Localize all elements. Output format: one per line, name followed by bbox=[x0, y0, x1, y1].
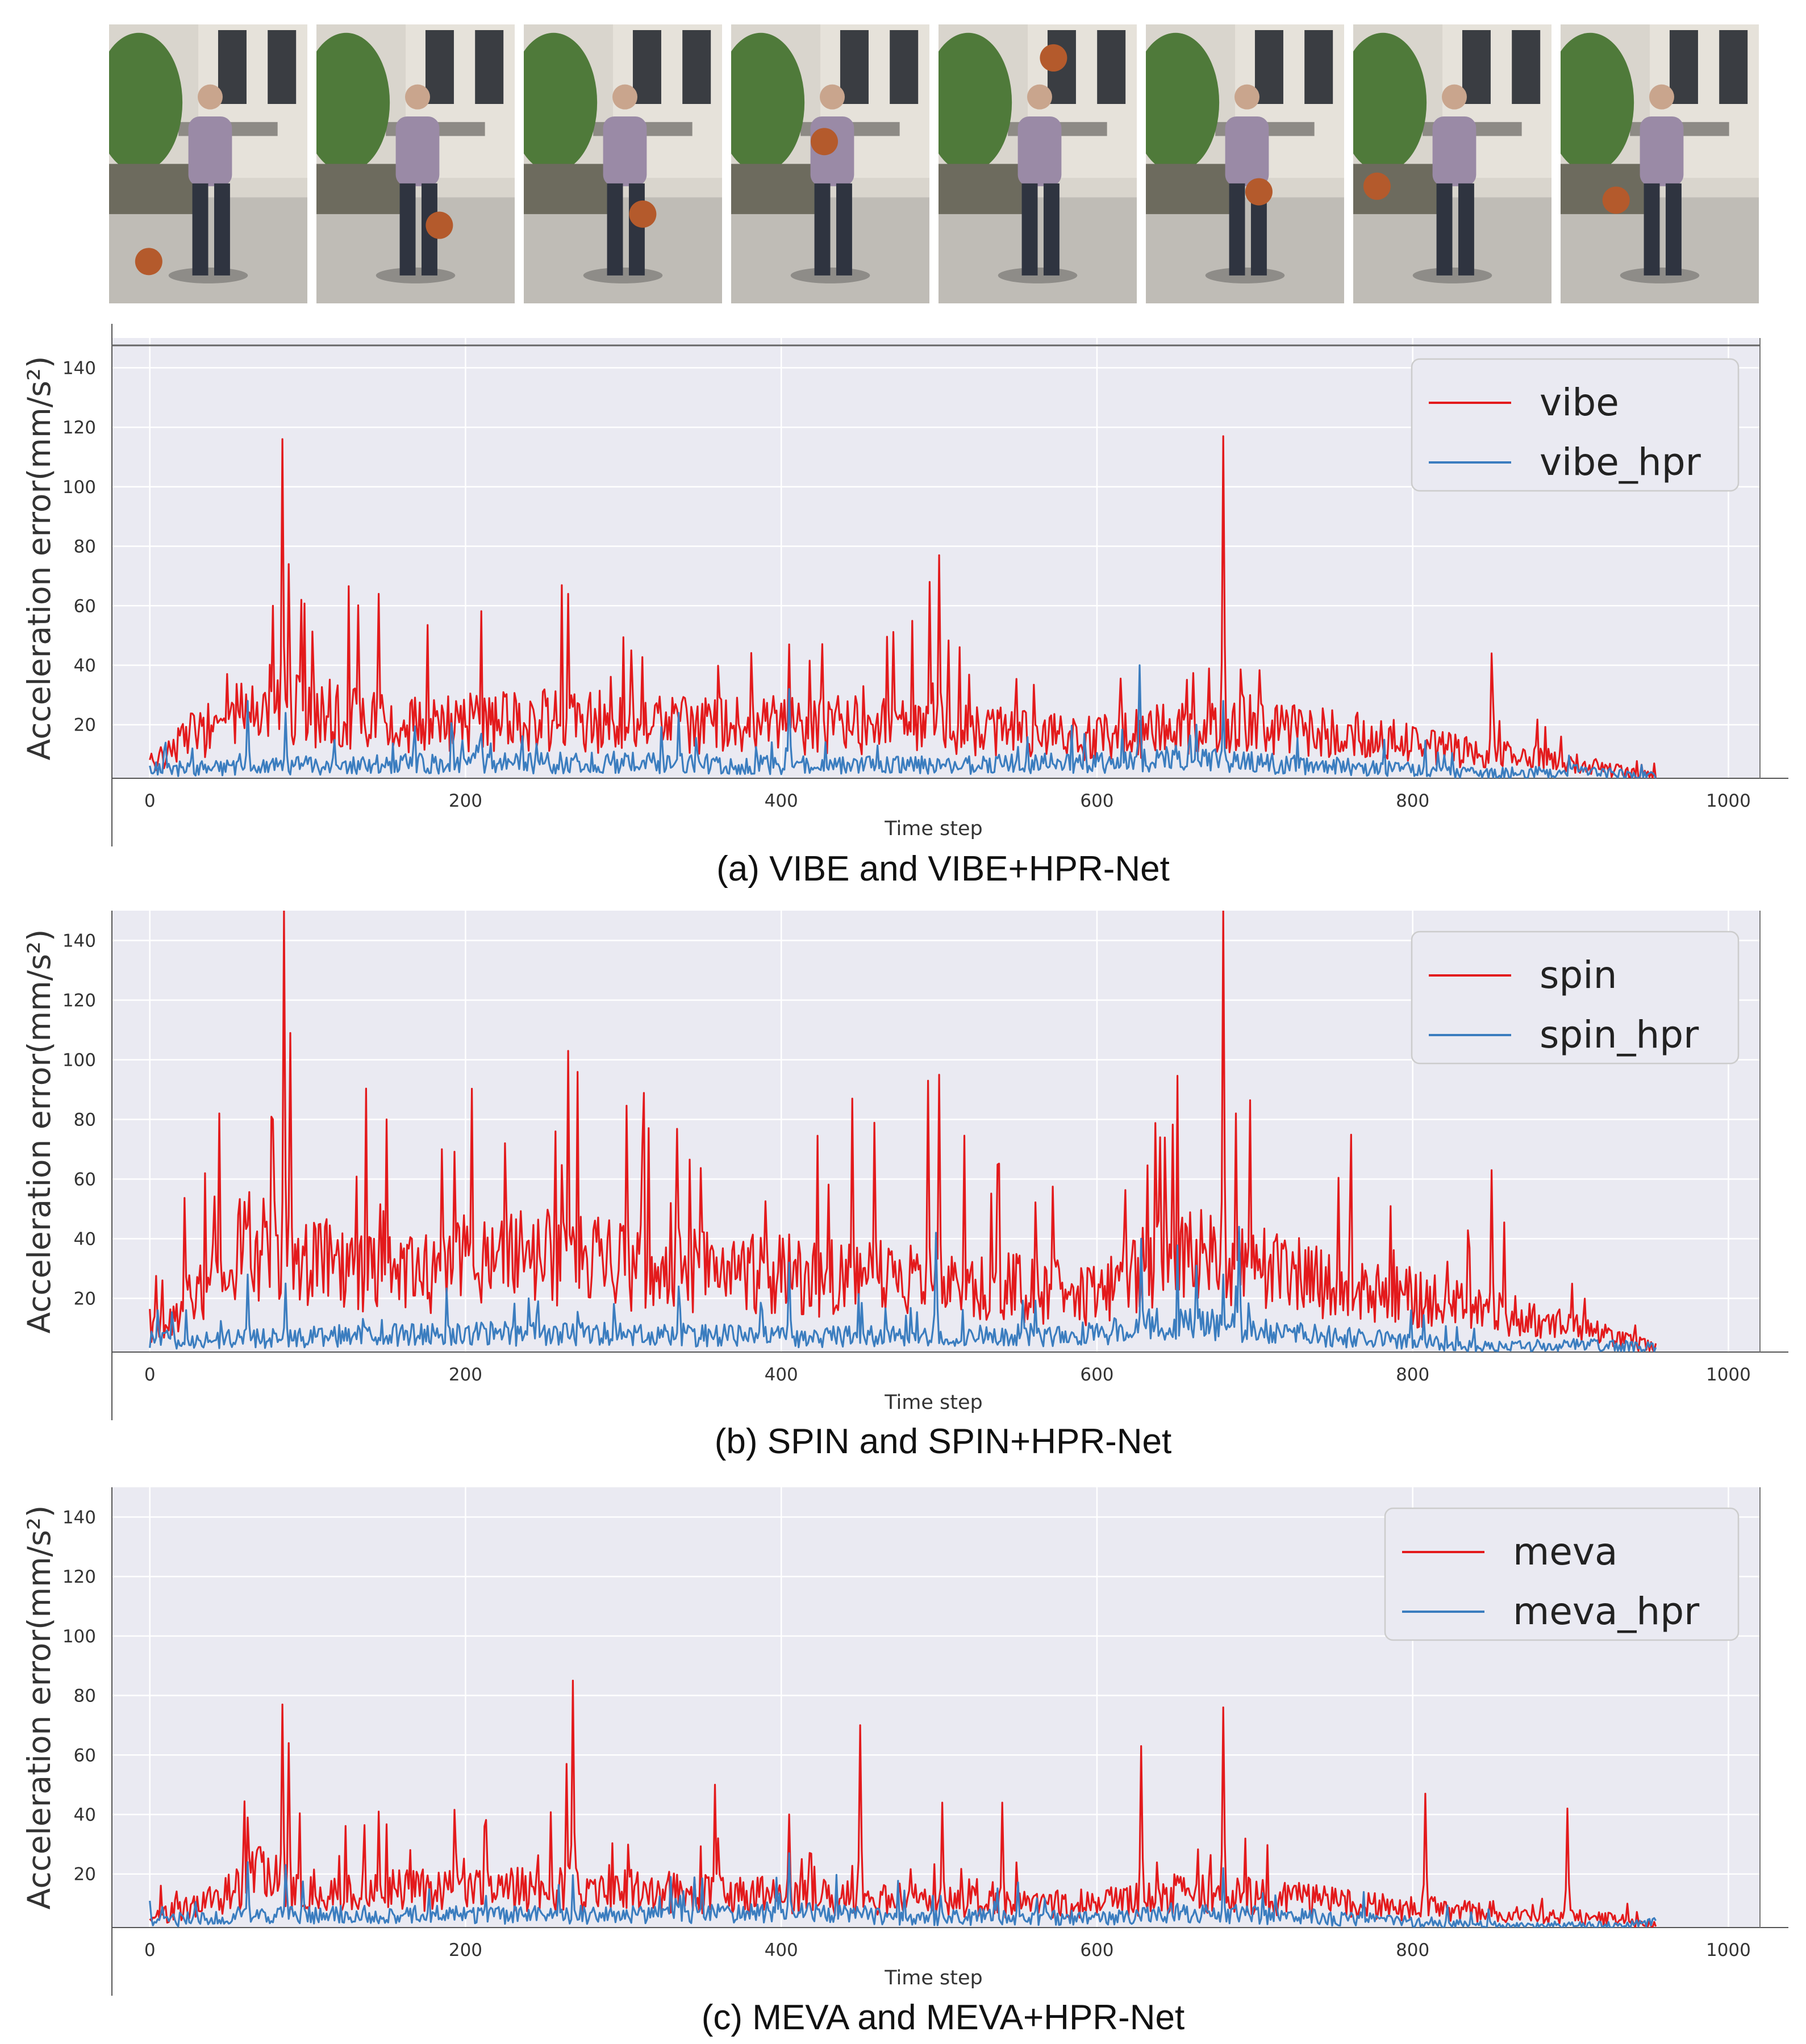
y-tick-label: 40 bbox=[74, 1805, 96, 1825]
y-tick-label: 120 bbox=[62, 418, 96, 438]
y-tick-label: 60 bbox=[74, 1745, 96, 1766]
x-tick-label: 800 bbox=[1396, 1940, 1429, 1960]
legend-label: meva bbox=[1513, 1530, 1617, 1574]
x-axis-label: Time step bbox=[884, 1391, 983, 1414]
y-tick-label: 20 bbox=[74, 1864, 96, 1885]
y-tick-label: 140 bbox=[62, 1507, 96, 1528]
video-frame bbox=[924, 24, 1137, 303]
y-tick-label: 40 bbox=[74, 656, 96, 676]
series-line-vibe_hpr bbox=[149, 664, 1657, 778]
video-frame bbox=[1132, 24, 1344, 303]
x-tick-label: 1000 bbox=[1706, 791, 1751, 811]
y-tick-label: 120 bbox=[62, 1567, 96, 1587]
video-frames-strip bbox=[95, 24, 1759, 303]
y-axis-label: Acceleration error(mm/s²) bbox=[21, 929, 57, 1334]
x-tick-label: 200 bbox=[449, 791, 482, 811]
video-frame bbox=[717, 24, 929, 303]
x-tick-label: 800 bbox=[1396, 791, 1429, 811]
x-tick-label: 800 bbox=[1396, 1365, 1429, 1385]
y-tick-label: 20 bbox=[74, 715, 96, 736]
legend-label: vibe bbox=[1540, 381, 1619, 424]
legend-label: spin_hpr bbox=[1540, 1013, 1699, 1057]
y-tick-label: 100 bbox=[62, 1050, 96, 1071]
x-tick-label: 600 bbox=[1080, 1940, 1113, 1960]
chart-panel: 20 40 60 80 100 120 140 0 200 400 600 800 1000 Time s… bbox=[21, 1487, 1788, 2037]
x-tick-label: 600 bbox=[1080, 791, 1113, 811]
chart-panel: 20 40 60 80 100 120 140 0 200 400 600 800 1000 Time s… bbox=[21, 324, 1788, 888]
chart-panel: 20 40 60 80 100 120 140 0 200 400 600 800 1000 Time s… bbox=[21, 911, 1788, 1461]
x-tick-label: 400 bbox=[765, 1940, 798, 1960]
y-tick-label: 60 bbox=[74, 1170, 96, 1190]
x-tick-label: 200 bbox=[449, 1365, 482, 1385]
x-tick-label: 600 bbox=[1080, 1365, 1113, 1385]
y-tick-label: 20 bbox=[74, 1289, 96, 1309]
series-line-spin bbox=[149, 911, 1657, 1352]
legend-label: vibe_hpr bbox=[1540, 440, 1701, 484]
x-axis-label: Time step bbox=[884, 1967, 983, 1989]
video-frame bbox=[95, 24, 307, 303]
series-line-spin_hpr bbox=[149, 1225, 1657, 1352]
legend-box bbox=[1384, 1507, 1740, 1641]
x-axis-label: Time step bbox=[884, 817, 983, 840]
x-tick-label: 0 bbox=[144, 791, 156, 811]
y-tick-label: 60 bbox=[74, 596, 96, 616]
x-tick-label: 400 bbox=[765, 791, 798, 811]
y-tick-label: 40 bbox=[74, 1229, 96, 1250]
y-tick-label: 140 bbox=[62, 358, 96, 378]
video-frame bbox=[510, 24, 722, 303]
x-tick-label: 1000 bbox=[1706, 1365, 1751, 1385]
x-tick-label: 400 bbox=[765, 1365, 798, 1385]
legend-box bbox=[1411, 358, 1740, 492]
series-line-vibe bbox=[149, 435, 1657, 778]
x-tick-label: 0 bbox=[144, 1365, 156, 1385]
y-tick-label: 100 bbox=[62, 1626, 96, 1647]
video-frame bbox=[1339, 24, 1551, 303]
series-line-meva_hpr bbox=[149, 1852, 1657, 1928]
y-tick-label: 80 bbox=[74, 1110, 96, 1131]
y-tick-label: 80 bbox=[74, 1686, 96, 1707]
panel-caption: (c) MEVA and MEVA+HPR-Net bbox=[702, 1998, 1184, 2037]
video-frame bbox=[302, 24, 515, 303]
video-frame bbox=[1546, 24, 1759, 303]
x-tick-label: 1000 bbox=[1706, 1940, 1751, 1960]
y-tick-label: 100 bbox=[62, 477, 96, 498]
legend-box bbox=[1411, 931, 1740, 1065]
x-tick-label: 200 bbox=[449, 1940, 482, 1960]
panel-caption: (b) SPIN and SPIN+HPR-Net bbox=[715, 1422, 1172, 1461]
x-tick-label: 0 bbox=[144, 1940, 156, 1960]
y-tick-label: 80 bbox=[74, 537, 96, 557]
y-tick-label: 120 bbox=[62, 991, 96, 1011]
y-axis-label: Acceleration error(mm/s²) bbox=[21, 1505, 57, 1910]
y-axis-label: Acceleration error(mm/s²) bbox=[21, 356, 57, 761]
y-tick-label: 140 bbox=[62, 931, 96, 952]
panel-caption: (a) VIBE and VIBE+HPR-Net bbox=[716, 849, 1170, 888]
legend-label: meva_hpr bbox=[1513, 1590, 1700, 1633]
legend-label: spin bbox=[1540, 953, 1617, 997]
